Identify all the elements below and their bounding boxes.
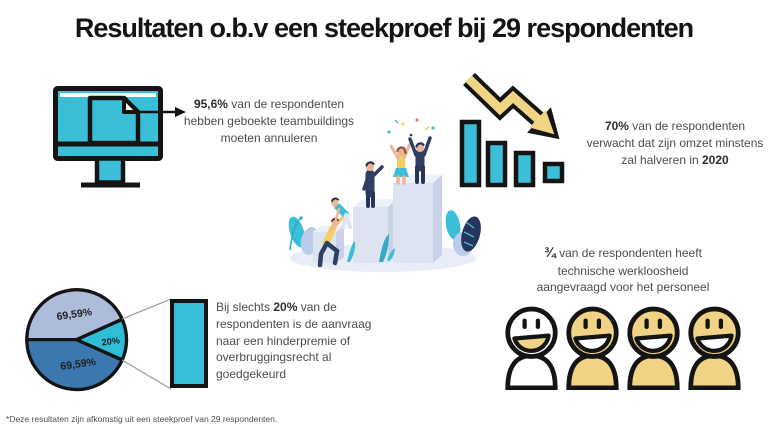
stat-teambuildings-rest: van de respondenten hebben geboekte team… <box>183 97 355 145</box>
highlighted-bar <box>170 299 208 388</box>
person-celebrating-man <box>408 136 432 184</box>
stat-revenue-text: 70% van de respondenten verwacht dat zij… <box>582 118 768 168</box>
stat-premium-value: 20% <box>273 300 298 314</box>
pie-label-bottom: 69,59% <box>60 356 98 373</box>
pie-chart: 69,59% 69,59% 20% <box>25 288 129 392</box>
pie-label-wedge: 20% <box>101 335 120 347</box>
monitor-with-document-icon <box>53 86 163 188</box>
stat-teambuildings-value: 95,6% <box>193 97 228 111</box>
declining-bar-chart-with-arrow-icon <box>459 72 565 188</box>
stat-revenue-year: 2020 <box>702 152 729 167</box>
stat-revenue-middle: van de respondenten verwacht dat zijn om… <box>586 119 764 167</box>
smiley-person-icon-filled <box>566 306 619 390</box>
stat-teambuildings-text: 95,6% van de respondenten hebben geboekt… <box>180 96 358 146</box>
pointer-arrow-icon <box>136 107 186 117</box>
callout-lines <box>121 298 172 390</box>
person-suit <box>362 161 384 208</box>
team-celebration-on-podium-illustration <box>288 118 481 272</box>
person-celebrating-woman <box>389 142 412 185</box>
stat-premium-text: Bij slechts 20% van de respondenten is d… <box>216 299 388 383</box>
stat-revenue-value: 70% <box>604 119 629 133</box>
person-climbing <box>317 216 344 268</box>
stat-unemployment-text: ¾ van de respondenten heeft technische w… <box>523 243 723 296</box>
smiley-person-icon-unfilled <box>505 306 558 390</box>
page-title: Resultaten o.b.v een steekproef bij 29 r… <box>74 13 694 43</box>
smiley-person-icon-filled <box>627 306 680 390</box>
footnote: *Deze resultaten zijn afkomstig uit een … <box>6 414 278 424</box>
smiley-person-icon-filled <box>688 306 741 390</box>
stat-premium-rest: van de respondenten is de aanvraag naar … <box>216 300 372 382</box>
stat-unemployment-rest: van de respondenten heeft technische wer… <box>536 246 710 295</box>
pie-label-top: 69,59% <box>56 306 94 323</box>
stat-premium-lead: Bij slechts <box>216 300 274 314</box>
person-helping <box>331 197 352 229</box>
stat-unemployment-value: ¾ <box>544 244 556 260</box>
